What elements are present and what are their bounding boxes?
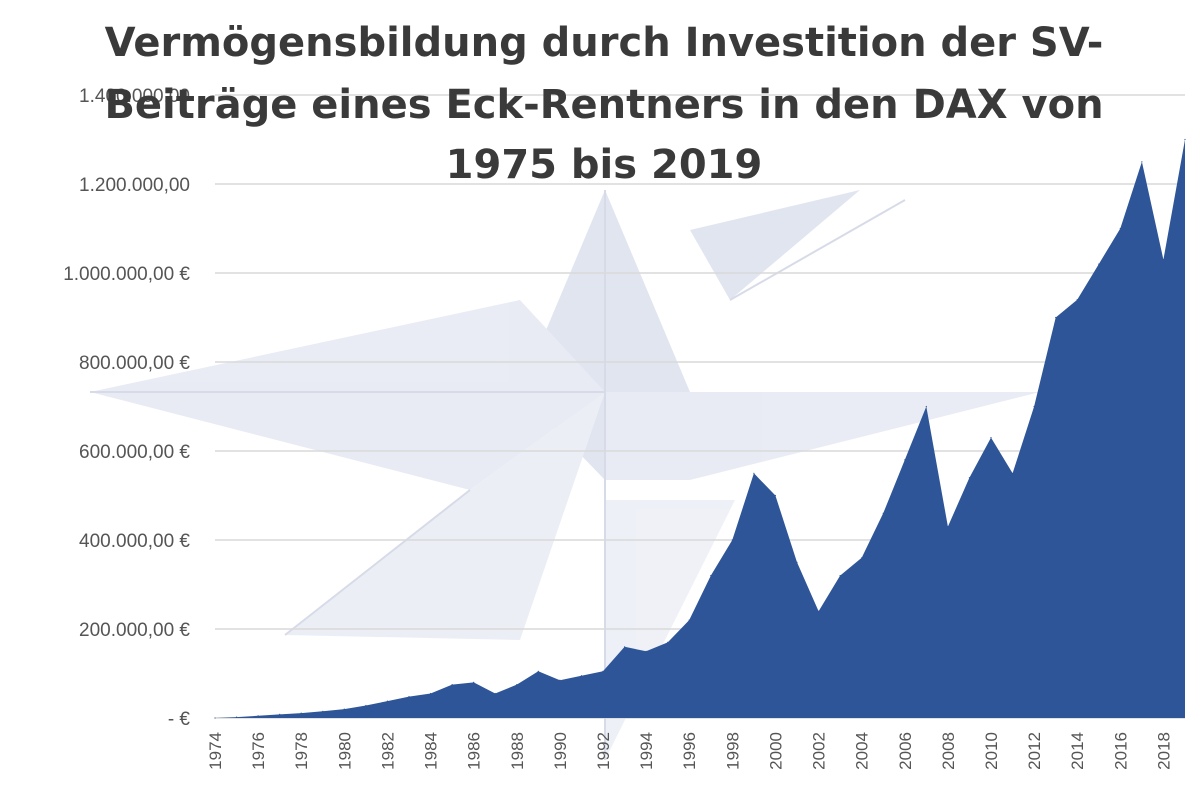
data-point (451, 684, 453, 686)
x-tick-label: 1998 (723, 732, 742, 770)
y-tick-label: - € (168, 709, 191, 730)
x-tick-label: 2014 (1068, 732, 1087, 770)
x-tick-label: 1994 (637, 732, 656, 770)
y-tick-label: 600.000,00 € (79, 442, 190, 463)
data-point (1055, 316, 1057, 319)
x-tick-label: 2010 (982, 732, 1001, 770)
chart-title-line: Vermögensbildung durch Investition der S… (105, 20, 1104, 66)
x-tick-label: 2008 (939, 732, 958, 770)
data-point (559, 679, 561, 681)
data-point (1076, 299, 1078, 301)
data-point (1184, 138, 1186, 141)
y-tick-label: 1.000.000,00 € (63, 264, 190, 285)
data-point (473, 681, 475, 684)
data-point (947, 526, 949, 528)
x-tick-label: 2016 (1111, 732, 1130, 770)
area-series (214, 138, 1186, 719)
data-point (537, 670, 539, 672)
data-point (818, 610, 820, 612)
data-point (990, 437, 992, 439)
x-tick-label: 1974 (206, 732, 225, 770)
data-point (322, 710, 324, 712)
data-point (645, 650, 647, 652)
y-tick-label: 1.200.000,00 (79, 175, 190, 196)
x-tick-label: 2006 (896, 732, 915, 770)
data-point (839, 575, 841, 577)
data-point (731, 539, 733, 541)
data-point (1119, 227, 1121, 230)
data-point (774, 494, 777, 497)
data-point (386, 700, 388, 702)
data-point (494, 692, 496, 695)
data-point (1162, 259, 1164, 261)
x-tick-label: 1986 (465, 732, 484, 770)
chart-title-line: Beiträge eines Eck-Rentners in den DAX v… (104, 82, 1103, 128)
data-point (279, 713, 281, 716)
data-point (214, 717, 216, 719)
area-fill (215, 139, 1185, 718)
chart-title: Vermögensbildung durch Investition der S… (104, 20, 1103, 188)
x-tick-label: 1976 (249, 732, 268, 770)
y-tick-label: 400.000,00 € (79, 531, 190, 552)
data-point (430, 692, 432, 695)
data-point (516, 684, 518, 686)
data-point (688, 619, 690, 621)
x-tick-label: 2012 (1025, 732, 1044, 770)
data-point (300, 712, 302, 714)
y-tick-label: 200.000,00 € (79, 620, 190, 641)
x-tick-label: 1988 (508, 732, 527, 770)
x-tick-label: 1982 (378, 732, 397, 770)
data-point (580, 675, 583, 677)
data-point (1033, 405, 1035, 408)
x-tick-label: 1978 (292, 732, 311, 770)
data-point (667, 641, 669, 644)
data-point (904, 459, 906, 461)
x-tick-label: 1992 (594, 732, 613, 770)
data-point (882, 512, 884, 514)
x-tick-label: 1990 (551, 732, 570, 770)
data-point (343, 708, 345, 710)
data-point (861, 557, 863, 559)
data-point (1012, 472, 1014, 474)
data-point (1098, 263, 1100, 265)
data-point (710, 575, 712, 577)
data-point (602, 670, 604, 672)
data-point (236, 716, 238, 718)
x-tick-label: 1984 (422, 732, 441, 770)
x-tick-label: 2018 (1154, 732, 1173, 770)
data-point (408, 696, 410, 698)
x-tick-label: 1980 (335, 732, 354, 770)
chart-title-line: 1975 bis 2019 (446, 142, 763, 188)
data-point (624, 646, 626, 648)
data-point (1141, 161, 1143, 163)
data-point (968, 477, 971, 479)
y-tick-label: 800.000,00 € (79, 353, 190, 374)
x-tick-label: 2002 (810, 732, 829, 770)
data-point (753, 472, 755, 474)
data-point (365, 704, 367, 707)
x-axis-tick-labels: 1974 1976 1978 1980 1982 1984 1986 1988 1990 1992… (206, 732, 1173, 770)
x-tick-label: 2004 (853, 732, 872, 770)
data-point (796, 561, 798, 563)
y-tick-label: 1.400.000,00 (79, 86, 190, 107)
x-tick-label: 1996 (680, 732, 699, 770)
y-axis-tick-labels: - € 200.000,00 € 400.000,00 € 600.000,00 € 8… (63, 86, 190, 730)
data-point (925, 405, 927, 408)
x-tick-label: 2000 (766, 732, 785, 770)
data-point (257, 715, 259, 717)
